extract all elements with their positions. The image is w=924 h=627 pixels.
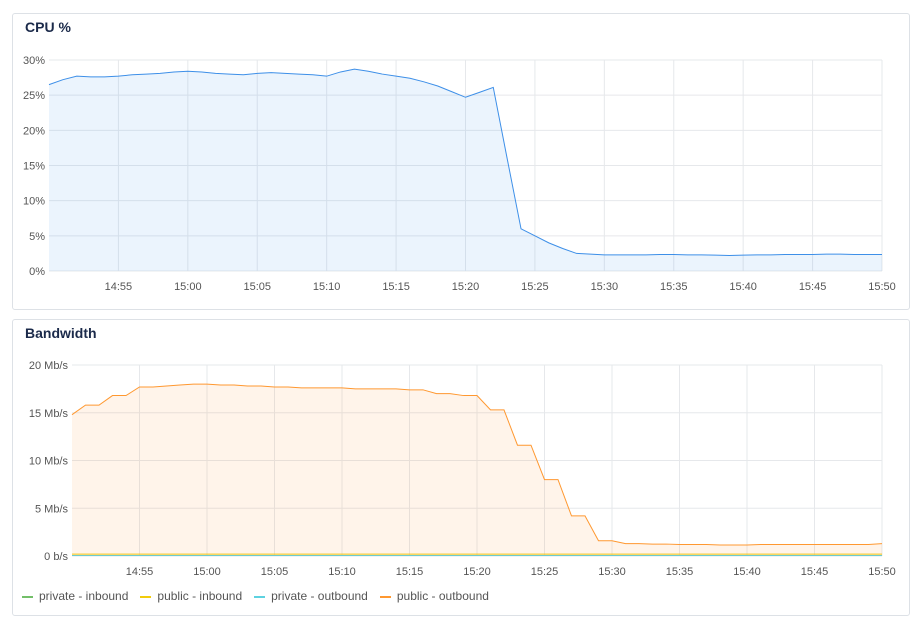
bandwidth-panel-title: Bandwidth xyxy=(25,325,97,341)
x-tick-label: 15:30 xyxy=(598,566,626,578)
cpu--line xyxy=(48,68,882,257)
x-tick-label: 15:50 xyxy=(868,281,896,293)
legend-item[interactable]: public - inbound xyxy=(140,589,242,603)
legend-item[interactable]: private - outbound xyxy=(254,589,368,603)
x-tick-label: 15:50 xyxy=(868,566,896,578)
cpu-panel-title: CPU % xyxy=(25,19,71,35)
legend-item[interactable]: public - outbound xyxy=(379,589,489,603)
y-tick-label: 25% xyxy=(23,90,45,102)
y-tick-label: 30% xyxy=(23,55,45,67)
x-tick-label: 15:40 xyxy=(729,281,757,293)
y-tick-label: 15% xyxy=(23,161,45,173)
x-tick-label: 15:15 xyxy=(396,566,424,578)
x-tick-label: 15:15 xyxy=(382,281,410,293)
x-tick-label: 15:25 xyxy=(531,566,559,578)
x-tick-label: 15:25 xyxy=(521,281,549,293)
legend-swatch xyxy=(379,595,391,598)
x-tick-label: 15:05 xyxy=(261,566,289,578)
y-tick-label: 10% xyxy=(23,196,45,208)
x-tick-label: 15:20 xyxy=(452,281,480,293)
x-tick-label: 15:45 xyxy=(799,281,827,293)
y-tick-label: 20 Mb/s xyxy=(29,360,69,372)
y-tick-label: 5% xyxy=(29,231,45,243)
x-tick-label: 15:40 xyxy=(733,566,761,578)
public-outbound-area xyxy=(72,384,882,556)
x-tick-label: 15:00 xyxy=(193,566,221,578)
x-tick-label: 15:10 xyxy=(328,566,356,578)
public-outbound-line xyxy=(71,383,883,546)
legend-swatch xyxy=(254,595,266,598)
cpu-panel: CPU % xyxy=(12,13,910,310)
y-tick-label: 5 Mb/s xyxy=(35,503,69,515)
cpu--area xyxy=(49,69,882,271)
x-tick-label: 14:55 xyxy=(105,281,133,293)
x-tick-label: 15:35 xyxy=(660,281,688,293)
legend-swatch xyxy=(140,595,152,598)
x-tick-label: 15:10 xyxy=(313,281,341,293)
y-tick-label: 0 b/s xyxy=(44,551,68,563)
bandwidth-panel: Bandwidth xyxy=(12,319,910,616)
x-tick-label: 15:00 xyxy=(174,281,202,293)
legend-swatch xyxy=(22,595,33,598)
x-tick-label: 14:55 xyxy=(126,566,154,578)
x-tick-label: 15:20 xyxy=(463,566,491,578)
x-tick-label: 15:35 xyxy=(666,566,694,578)
x-tick-label: 15:45 xyxy=(801,566,829,578)
x-tick-label: 15:05 xyxy=(243,281,271,293)
legend-label: public - inbound xyxy=(157,589,243,603)
legend-label: public - outbound xyxy=(396,589,489,603)
y-tick-label: 20% xyxy=(23,125,45,137)
y-tick-label: 10 Mb/s xyxy=(29,456,69,468)
legend-label: private - inbound xyxy=(39,589,129,603)
legend-label: private - outbound xyxy=(271,589,368,603)
x-tick-label: 15:30 xyxy=(591,281,619,293)
legend-item[interactable]: private - inbound xyxy=(22,589,128,603)
y-tick-label: 0% xyxy=(29,266,45,278)
y-tick-label: 15 Mb/s xyxy=(29,408,69,420)
bandwidth-legend: private - inbound public - inbound private… xyxy=(22,589,489,603)
